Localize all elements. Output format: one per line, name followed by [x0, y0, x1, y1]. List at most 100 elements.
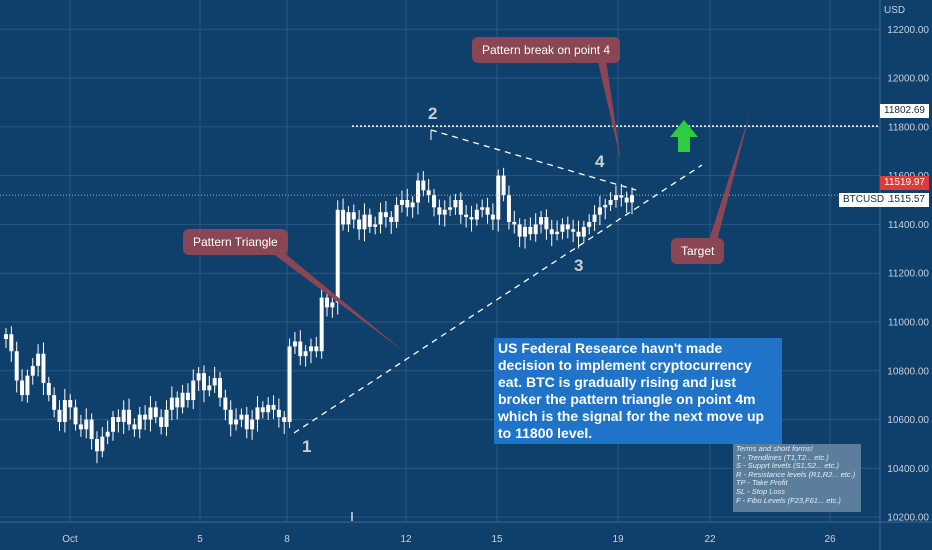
candle-body	[555, 231, 560, 235]
x-tick-label: Oct	[62, 534, 78, 545]
candlestick-series	[4, 167, 634, 464]
candle-body	[185, 392, 190, 401]
candle-body	[148, 407, 153, 420]
last-price-label: 11519.97	[880, 176, 929, 190]
target-label: Target	[671, 238, 725, 264]
candle-body	[378, 212, 383, 225]
pattern-triangle-pointer	[268, 246, 402, 350]
candle-body	[73, 407, 78, 425]
wave-label-2: 2	[428, 104, 438, 123]
candle-body	[357, 219, 362, 230]
candle-body	[592, 214, 597, 222]
candle-body	[180, 392, 185, 408]
btcusd-symbol-label: BTCUSD	[839, 193, 889, 207]
triangle-resistance-line	[430, 129, 637, 191]
y-tick-label: 12000.00	[887, 74, 929, 85]
x-tick-label: 26	[824, 534, 836, 545]
candle-body	[314, 346, 319, 352]
candle-body	[100, 436, 105, 452]
candle-body	[84, 419, 89, 430]
candle-body	[469, 217, 474, 220]
candle-body	[303, 351, 308, 357]
candle-body	[341, 209, 346, 225]
candle-body	[9, 334, 14, 352]
candle-body	[496, 175, 501, 220]
candle-body	[394, 204, 399, 222]
x-tick-label: 19	[612, 534, 624, 545]
terms-item: T - Trendlines (T1,T2... etc.)	[736, 452, 829, 462]
candle-body	[105, 431, 110, 437]
y-tick-label: 10800.00	[887, 366, 929, 377]
y-tick-label: 10200.00	[887, 513, 929, 524]
candle-body	[405, 200, 410, 208]
candle-body	[576, 231, 581, 237]
candle-body	[57, 409, 62, 422]
candle-body	[196, 373, 201, 381]
candle-body	[89, 419, 94, 440]
candle-body	[223, 397, 228, 410]
triangle-support-line	[293, 164, 703, 434]
candle-body	[111, 417, 116, 432]
y-tick-label: 10400.00	[887, 464, 929, 475]
candle-body	[624, 197, 629, 203]
candle-body	[367, 214, 372, 227]
candle-body	[20, 380, 25, 396]
candle-body	[137, 414, 142, 430]
candle-body	[539, 217, 544, 225]
terms-item: S - Supprt levels (S1,S2... etc.)	[736, 461, 839, 471]
candle-body	[630, 195, 634, 203]
pattern-drawings	[0, 60, 880, 434]
btcusd-price-label: 11515.57	[880, 193, 929, 207]
candle-body	[175, 397, 180, 408]
candle-body	[260, 407, 265, 413]
candle-body	[448, 207, 453, 210]
terms-legend: Terms and short forms! T - Trendlines (T…	[733, 444, 861, 512]
candle-body	[373, 224, 378, 227]
candle-body	[533, 224, 538, 235]
x-tick-label: 5	[197, 534, 203, 545]
wave-label-4: 4	[595, 152, 605, 171]
news-note: US Federal Researce havn't made decision…	[494, 338, 782, 444]
candle-body	[522, 226, 527, 237]
candle-body	[415, 180, 420, 203]
candle-body	[201, 373, 206, 391]
candle-body	[41, 353, 46, 383]
candle-body	[169, 397, 174, 410]
candle-body	[351, 212, 356, 220]
candle-body	[127, 409, 132, 425]
y-tick-label: 12200.00	[887, 25, 929, 36]
candle-body	[282, 417, 287, 422]
wave-label-3: 3	[574, 256, 584, 275]
candle-body	[389, 217, 394, 222]
candle-body	[191, 380, 196, 401]
candle-body	[362, 214, 367, 230]
candle-body	[153, 407, 158, 418]
pattern-break-pointer	[598, 60, 621, 162]
candle-body	[458, 200, 463, 215]
candle-body	[207, 385, 212, 391]
y-tick-label: 11800.00	[888, 122, 929, 133]
target-price-label: 11802.69	[880, 104, 929, 118]
x-tick-label: 22	[704, 534, 716, 545]
x-tick-label: 12	[400, 534, 412, 545]
candle-body	[239, 414, 244, 420]
y-tick-label: 11000.00	[888, 317, 929, 328]
candle-body	[14, 351, 19, 381]
candle-body	[410, 202, 415, 208]
candle-body	[346, 212, 351, 225]
candle-body	[587, 221, 592, 227]
candle-body	[164, 409, 169, 427]
candle-body	[319, 297, 324, 352]
terms-item: TP - Take Profit	[736, 478, 788, 488]
candle-body	[234, 419, 239, 425]
candle-body	[506, 195, 511, 222]
pattern-triangle-label: Pattern Triangle	[183, 229, 288, 255]
candle-body	[298, 341, 303, 357]
candle-body	[480, 207, 485, 210]
candle-body	[292, 341, 297, 347]
candle-body	[132, 424, 137, 430]
y-tick-label: 10600.00	[887, 415, 929, 426]
candle-body	[603, 204, 608, 208]
candle-body	[512, 221, 517, 225]
